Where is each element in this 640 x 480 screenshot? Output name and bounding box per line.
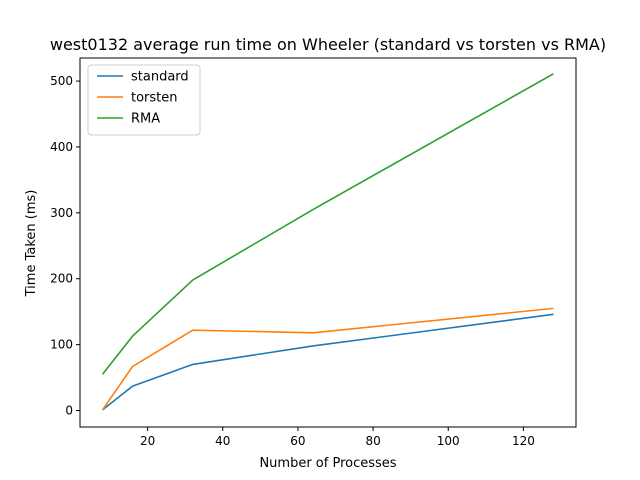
y-tick-label: 200 bbox=[50, 272, 73, 286]
chart-title: west0132 average run time on Wheeler (st… bbox=[50, 35, 606, 54]
y-tick-label: 0 bbox=[65, 404, 73, 418]
y-tick-label: 300 bbox=[50, 206, 73, 220]
y-tick-label: 500 bbox=[50, 74, 73, 88]
legend-label-torsten: torsten bbox=[131, 91, 178, 106]
series-line-rma bbox=[101, 73, 554, 375]
plot-frame bbox=[79, 57, 577, 428]
y-tick-label: 400 bbox=[50, 140, 73, 154]
legend: standard torsten RMA bbox=[87, 64, 201, 136]
legend-label-standard: standard bbox=[131, 70, 189, 85]
series-line-torsten bbox=[101, 307, 554, 411]
y-tick-label: 100 bbox=[50, 338, 73, 352]
y-axis-ticks: 0 100 200 300 400 500 bbox=[50, 74, 80, 418]
x-axis-ticks: 20 40 60 80 100 120 bbox=[140, 427, 535, 448]
y-axis-label: Time Taken (ms) bbox=[24, 190, 39, 298]
x-tick-label: 120 bbox=[512, 434, 535, 448]
x-tick-label: 60 bbox=[290, 434, 305, 448]
series-line-standard bbox=[102, 313, 554, 411]
x-axis-label: Number of Processes bbox=[259, 456, 396, 471]
plot-area bbox=[101, 73, 554, 411]
x-tick-label: 80 bbox=[365, 434, 380, 448]
x-tick-label: 20 bbox=[140, 434, 155, 448]
x-tick-label: 100 bbox=[437, 434, 460, 448]
x-tick-label: 40 bbox=[215, 434, 230, 448]
legend-label-rma: RMA bbox=[131, 112, 160, 127]
